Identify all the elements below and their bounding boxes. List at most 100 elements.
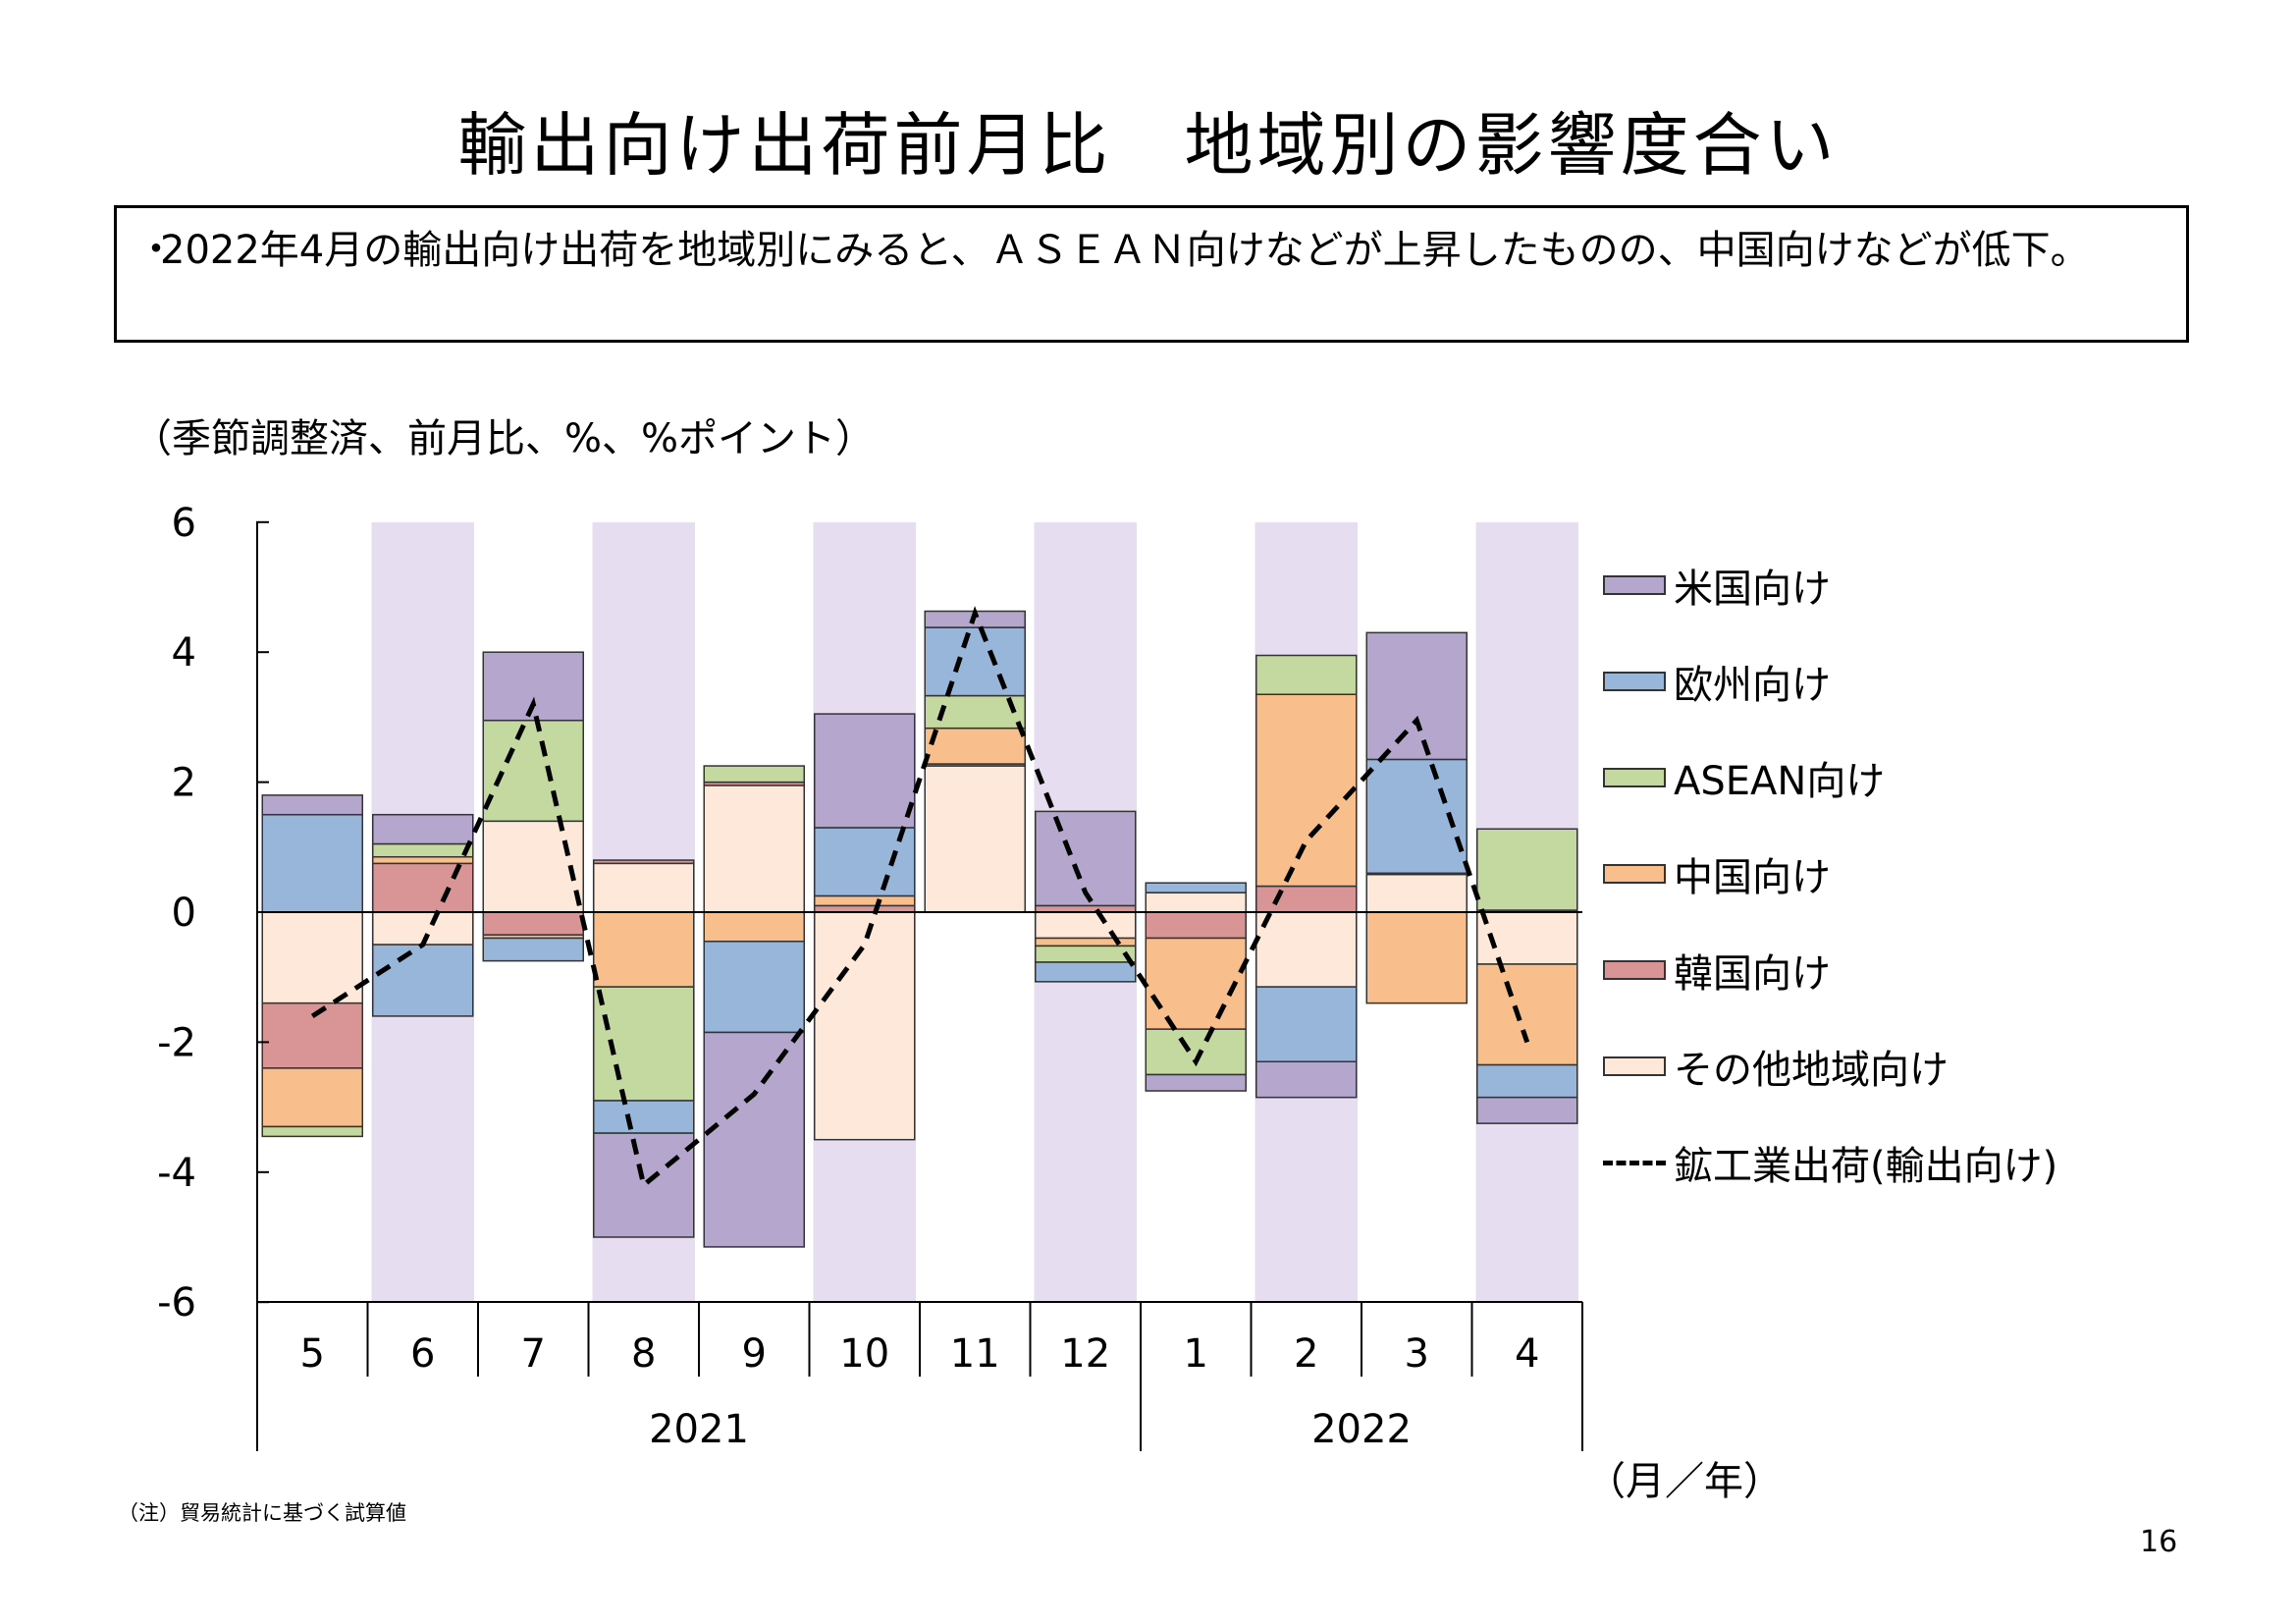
bar-segment [482, 651, 584, 722]
x-tick-label: 8 [631, 1331, 656, 1377]
bar-segment [372, 813, 474, 845]
bar-segment [593, 862, 695, 913]
bar-segment [1255, 1060, 1358, 1099]
unit-label: （季節調整済、前月比、%、%ポイント） [133, 416, 876, 461]
x-tick-label: 6 [410, 1331, 435, 1377]
legend-item: ASEAN向け [1603, 748, 1885, 807]
bar-segment [1035, 961, 1137, 983]
bar-segment [1476, 1096, 1578, 1124]
line-series-shipments [310, 606, 1530, 1190]
footnote: （注）貿易統計に基づく試算値 [118, 1501, 406, 1525]
legend-label: 鉱工業出荷(輸出向け) [1674, 1144, 2058, 1189]
page-title: 輸出向け出荷前月比 地域別の影響度合い [457, 105, 1839, 186]
bar-segment [482, 719, 584, 823]
bar-segment [1255, 885, 1358, 913]
bar-segment [593, 911, 695, 988]
y-tick-label: 6 [172, 501, 196, 546]
bar-segment [1035, 945, 1137, 963]
bar-segment [261, 813, 363, 913]
legend-swatch [1603, 864, 1666, 884]
bar-segment [593, 859, 695, 865]
bar-segment [1145, 892, 1247, 913]
legend-item: 韓国向け [1603, 941, 1831, 1000]
bar-segment [814, 713, 916, 829]
bar-segment [372, 855, 474, 865]
bar-segment [1255, 911, 1358, 988]
legend-label: 韓国向け [1674, 951, 1831, 997]
bar-segment [482, 937, 584, 962]
x-tick-label: 9 [742, 1331, 767, 1377]
x-tick-label: 1 [1184, 1331, 1208, 1377]
y-tick-label: -4 [157, 1151, 196, 1196]
legend-dash-line [1603, 1160, 1666, 1165]
bar-segment [1476, 828, 1578, 911]
legend-label: 欧州向け [1674, 663, 1831, 708]
bar-segment [1145, 1073, 1247, 1092]
legend-item: 米国向け [1603, 556, 1831, 615]
x-tick-label: 5 [300, 1331, 325, 1377]
bar-segment [814, 911, 916, 1141]
bar-segment [1255, 693, 1358, 888]
bar-segment [1145, 1028, 1247, 1076]
x-tick-label: 7 [521, 1331, 546, 1377]
bar-segment [814, 894, 916, 907]
bar-segment [1365, 911, 1468, 1004]
legend-item: その他地域向け [1603, 1037, 1949, 1096]
bar-segment [924, 765, 1026, 913]
bar-segment [261, 1001, 363, 1069]
bar-segment [1476, 963, 1578, 1066]
legend-label: ASEAN向け [1674, 759, 1886, 804]
bar-segment [1145, 882, 1247, 893]
bar-segment [703, 911, 805, 943]
bar-segment [593, 1132, 695, 1238]
bar-segment [703, 1031, 805, 1248]
legend-swatch [1603, 672, 1666, 691]
legend-label: 中国向け [1674, 855, 1831, 900]
x-tick-label: 4 [1515, 1331, 1539, 1377]
bar-segment [372, 842, 474, 858]
x-unit-label: （月／年） [1586, 1459, 1783, 1504]
bar-segment [1035, 911, 1137, 940]
bar-segment [1145, 911, 1247, 940]
page-number: 16 [2140, 1525, 2178, 1559]
bar-segment [482, 911, 584, 936]
bar-segment [924, 626, 1026, 697]
legend-label: その他地域向け [1674, 1048, 1949, 1093]
bar-segment [261, 911, 363, 1004]
year-label: 2022 [1311, 1407, 1412, 1452]
y-tick-label: 0 [172, 891, 196, 936]
bar-segment [261, 794, 363, 816]
legend-swatch [1603, 1056, 1666, 1076]
summary-bullet: ・ [136, 227, 176, 272]
x-tick-label: 10 [839, 1331, 889, 1377]
y-tick-label: -6 [157, 1280, 196, 1326]
bar-segment [482, 820, 584, 913]
legend-swatch [1603, 768, 1666, 787]
bar-segment [1365, 631, 1468, 761]
legend-swatch [1603, 575, 1666, 595]
bar-segment [261, 1125, 363, 1138]
legend-label: 米国向け [1674, 567, 1831, 612]
x-tick-label: 3 [1405, 1331, 1429, 1377]
bar-segment [703, 765, 805, 784]
bar-segment [924, 727, 1026, 765]
bar-segment [261, 1067, 363, 1128]
bar-segment [1255, 654, 1358, 695]
bar-segment [372, 944, 474, 1017]
bar-segment [1365, 873, 1468, 913]
bar-segment [593, 1100, 695, 1134]
bar-segment [1145, 937, 1247, 1030]
x-tick-label: 12 [1060, 1331, 1110, 1377]
summary-text: 2022年4月の輸出向け出荷を地域別にみると、ＡＳＥＡＮ向けなどが上昇したものの… [160, 228, 2090, 273]
legend-item: 鉱工業出荷(輸出向け) [1603, 1133, 2057, 1192]
y-tick-label: -2 [157, 1020, 196, 1065]
y-tick-label: 4 [172, 630, 196, 676]
year-label: 2021 [649, 1407, 749, 1452]
summary-box: ・ 2022年4月の輸出向け出荷を地域別にみると、ＡＳＥＡＮ向けなどが上昇したも… [114, 205, 2189, 343]
bar-segment [703, 941, 805, 1034]
bar-segment [1476, 1063, 1578, 1099]
x-tick-label: 11 [950, 1331, 1000, 1377]
legend-swatch [1603, 960, 1666, 980]
y-tick-label: 2 [172, 761, 196, 806]
